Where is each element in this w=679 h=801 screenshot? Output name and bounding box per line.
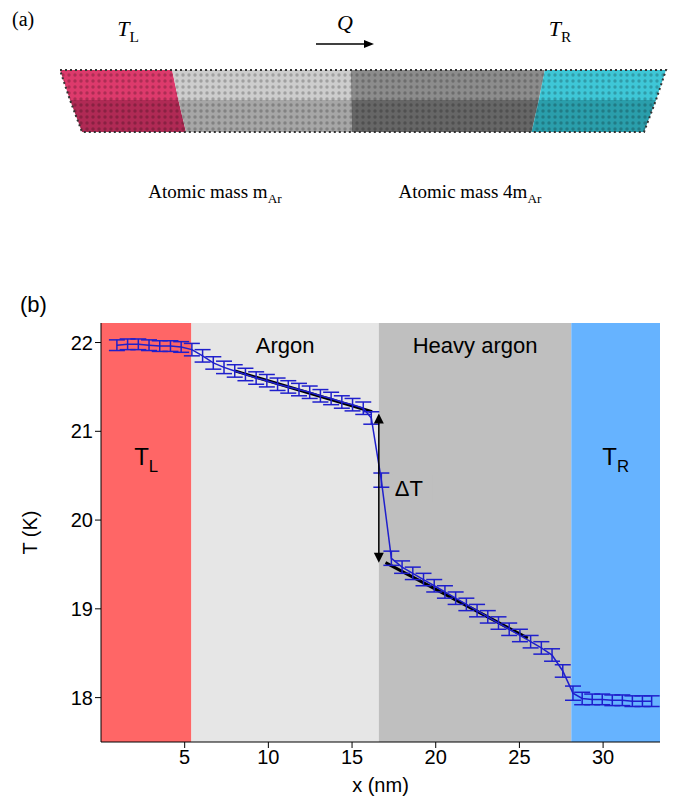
svg-text:30: 30 xyxy=(592,746,614,768)
svg-text:21: 21 xyxy=(71,420,93,442)
svg-text:(a): (a) xyxy=(12,8,34,31)
svg-text:18: 18 xyxy=(71,687,93,709)
svg-text:Heavy argon: Heavy argon xyxy=(413,333,538,358)
svg-text:TR: TR xyxy=(549,16,572,45)
svg-text:25: 25 xyxy=(508,746,530,768)
svg-text:ΔT: ΔT xyxy=(395,476,423,501)
svg-text:Atomic mass mAr: Atomic mass mAr xyxy=(148,181,282,206)
svg-text:10: 10 xyxy=(257,746,279,768)
svg-text:Atomic mass 4mAr: Atomic mass 4mAr xyxy=(399,181,542,206)
html-text:(b): (b) xyxy=(20,292,47,317)
svg-text:TL: TL xyxy=(134,443,158,476)
svg-text:x (nm): x (nm) xyxy=(352,774,409,796)
svg-text:19: 19 xyxy=(71,598,93,620)
svg-text:TL: TL xyxy=(117,16,139,45)
svg-text:15: 15 xyxy=(341,746,363,768)
svg-text:20: 20 xyxy=(425,746,447,768)
svg-text:Q: Q xyxy=(337,10,353,35)
svg-text:TR: TR xyxy=(602,443,629,476)
svg-text:22: 22 xyxy=(71,332,93,354)
svg-text:5: 5 xyxy=(179,746,190,768)
svg-text:Argon: Argon xyxy=(256,333,315,358)
svg-text:20: 20 xyxy=(71,509,93,531)
svg-text:T (K): T (K) xyxy=(19,510,41,554)
